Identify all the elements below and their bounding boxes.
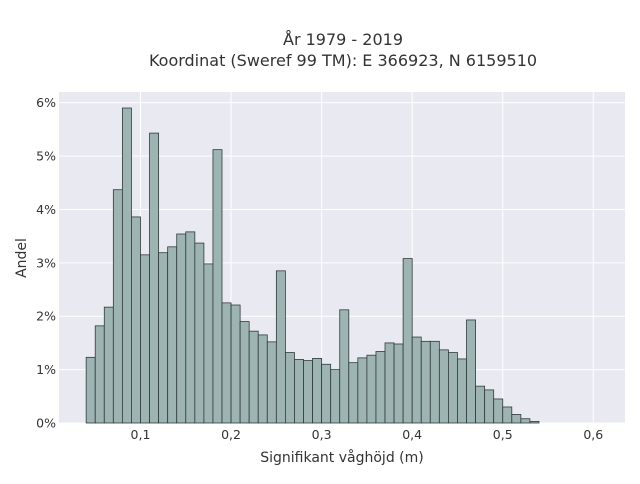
histogram-bar (149, 132, 160, 424)
x-tick-label: 0,1 (131, 427, 151, 442)
histogram-bar (284, 352, 295, 424)
histogram-bar (203, 263, 214, 424)
x-tick-label: 0,3 (312, 427, 332, 442)
histogram-bar (121, 107, 132, 424)
histogram-bar (112, 189, 123, 424)
histogram-bars (85, 107, 540, 424)
y-axis-ticks: 0% 1% 2% 3% 4% 5% 6% (36, 95, 56, 430)
y-tick-label: 3% (36, 255, 56, 270)
histogram-bar (375, 351, 386, 424)
y-tick-label: 4% (36, 202, 56, 217)
histogram-bar (266, 341, 277, 424)
y-tick-label: 6% (36, 95, 56, 110)
y-tick-label: 5% (36, 149, 56, 164)
x-axis-ticks: 0,1 0,2 0,3 0,4 0,5 0,6 (131, 427, 604, 442)
x-tick-label: 0,4 (402, 427, 422, 442)
histogram-bar (212, 149, 223, 424)
histogram-bar (466, 319, 476, 424)
histogram-bar (248, 330, 259, 424)
chart-title: År 1979 - 2019 (283, 30, 403, 49)
histogram-bar (275, 270, 286, 424)
histogram-bar (94, 325, 105, 424)
histogram-bar (85, 356, 96, 424)
x-tick-label: 0,5 (493, 427, 513, 442)
histogram-bar (457, 358, 467, 424)
y-tick-label: 0% (36, 416, 56, 431)
histogram-bar (493, 398, 504, 424)
chart-subtitle: Koordinat (Sweref 99 TM): E 366923, N 61… (149, 51, 537, 70)
histogram-bar (131, 216, 141, 424)
histogram-bar (484, 389, 495, 424)
y-axis-label: Andel (14, 238, 30, 278)
histogram-bar (312, 358, 323, 424)
x-axis-label: Signifikant våghöjd (m) (260, 449, 423, 466)
histogram-bar (411, 336, 422, 424)
histogram-bar (357, 357, 368, 424)
histogram-bar (194, 242, 205, 424)
histogram-bar (185, 231, 196, 424)
histogram-bar (384, 342, 395, 424)
histogram-bar (140, 254, 150, 424)
histogram-bar (294, 359, 304, 424)
histogram-bar (529, 420, 540, 424)
histogram-bar (511, 414, 522, 424)
x-tick-label: 0,6 (583, 427, 603, 442)
histogram-bar (167, 246, 178, 424)
histogram-bar (321, 363, 332, 424)
histogram-bar (221, 302, 232, 424)
histogram-bar (429, 340, 440, 424)
histogram-bar (438, 349, 449, 424)
histogram-bar (448, 352, 458, 424)
histogram-bar (475, 385, 486, 424)
histogram-bar (420, 340, 431, 424)
histogram-bar (303, 360, 313, 424)
histogram-bar (393, 343, 404, 424)
histogram-bar (176, 233, 187, 424)
histogram-bar (257, 334, 268, 424)
histogram-bar (103, 306, 114, 424)
histogram-bar (520, 418, 531, 424)
histogram-bar (348, 362, 359, 424)
histogram-bar (502, 406, 513, 424)
x-tick-label: 0,2 (221, 427, 241, 442)
histogram-bar (158, 252, 169, 424)
y-tick-label: 2% (36, 309, 56, 324)
histogram-bar (366, 354, 377, 424)
histogram-bar (339, 309, 350, 424)
histogram-bar (402, 258, 413, 424)
histogram-bar (230, 304, 241, 424)
y-tick-label: 1% (36, 362, 56, 377)
histogram-bar (239, 321, 250, 424)
histogram-bar (330, 369, 341, 424)
